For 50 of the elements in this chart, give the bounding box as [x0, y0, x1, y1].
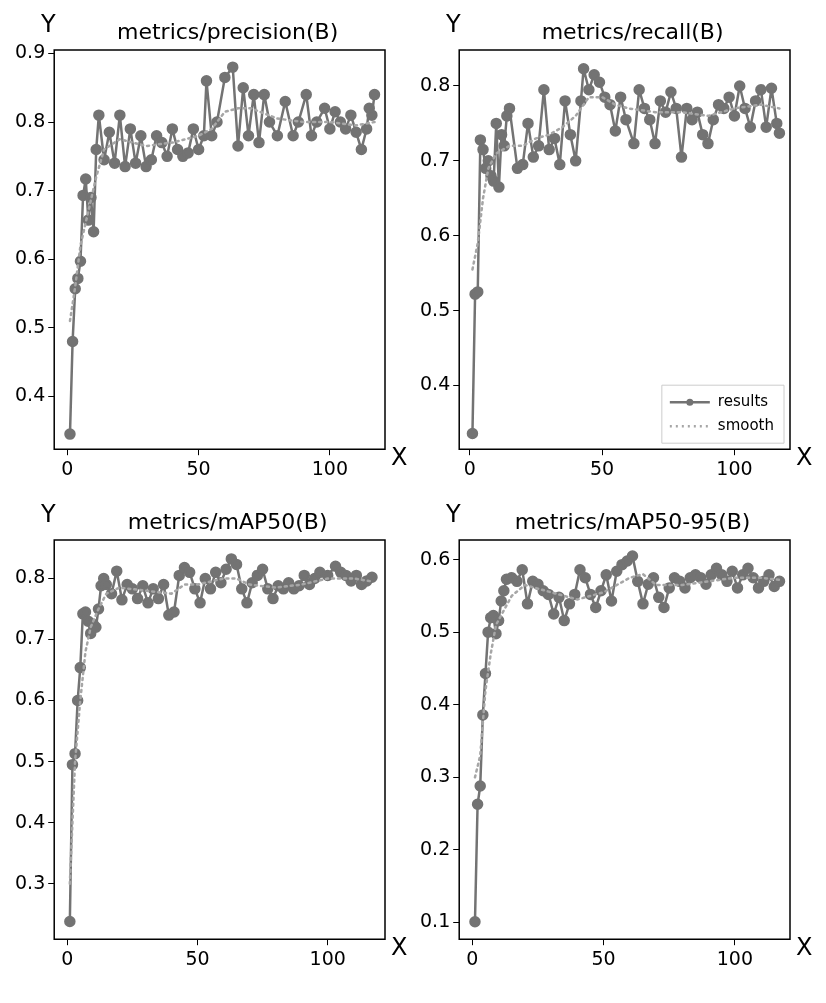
y-tick-label: 0.6 [420, 222, 451, 245]
y-tick-label: 0.5 [420, 619, 451, 642]
y-tick-label: 0.2 [420, 836, 451, 859]
y-axis-title: Y [39, 500, 56, 529]
x-tick-label: 50 [185, 946, 210, 969]
legend-label: results [717, 392, 769, 411]
chart-title: metrics/mAP50(B) [127, 508, 328, 534]
y-tick-label: 0.4 [15, 383, 46, 406]
y-tick-label: 0.5 [15, 314, 46, 337]
y-axis-title: Y [444, 10, 461, 39]
x-tick-label: 0 [463, 456, 476, 479]
chart-title: metrics/precision(B) [116, 18, 339, 44]
y-tick-label: 0.3 [420, 764, 451, 787]
x-tick-label: 100 [309, 946, 346, 969]
y-tick-label: 0.4 [15, 809, 46, 832]
y-tick-label: 0.8 [420, 72, 451, 95]
y-tick-label: 0.3 [15, 870, 46, 893]
x-axis-title: X [391, 933, 408, 962]
x-axis-title: X [391, 443, 408, 472]
x-tick-label: 0 [61, 456, 74, 479]
x-axis-title: X [796, 933, 813, 962]
x-axis-title: X [796, 443, 813, 472]
y-tick-label: 0.7 [420, 147, 451, 170]
x-tick-label: 0 [466, 946, 479, 969]
y-tick-label: 0.6 [15, 687, 46, 710]
y-tick-label: 0.9 [15, 40, 46, 63]
y-tick-label: 0.5 [15, 748, 46, 771]
x-tick-label: 100 [716, 456, 753, 479]
x-tick-label: 50 [591, 946, 616, 969]
chart-title: metrics/mAP50-95(B) [514, 508, 751, 534]
x-tick-label: 100 [716, 946, 753, 969]
y-tick-label: 0.1 [420, 909, 451, 932]
y-tick-label: 0.6 [420, 546, 451, 569]
chart-title: metrics/recall(B) [541, 18, 724, 44]
y-tick-label: 0.7 [15, 626, 46, 649]
y-tick-label: 0.4 [420, 691, 451, 714]
y-tick-label: 0.7 [15, 177, 46, 200]
y-tick-label: 0.8 [15, 565, 46, 588]
x-tick-label: 100 [311, 456, 348, 479]
x-tick-label: 50 [186, 456, 211, 479]
x-tick-label: 50 [590, 456, 615, 479]
line-series [68, 107, 376, 323]
y-tick-label: 0.8 [15, 108, 46, 131]
legend-label: smooth [717, 416, 774, 435]
y-tick-label: 0.4 [420, 372, 451, 395]
y-tick-label: 0.6 [15, 246, 46, 269]
y-axis-title: Y [39, 10, 56, 39]
y-axis-title: Y [444, 500, 461, 529]
x-tick-label: 0 [61, 946, 74, 969]
y-tick-label: 0.5 [420, 297, 451, 320]
